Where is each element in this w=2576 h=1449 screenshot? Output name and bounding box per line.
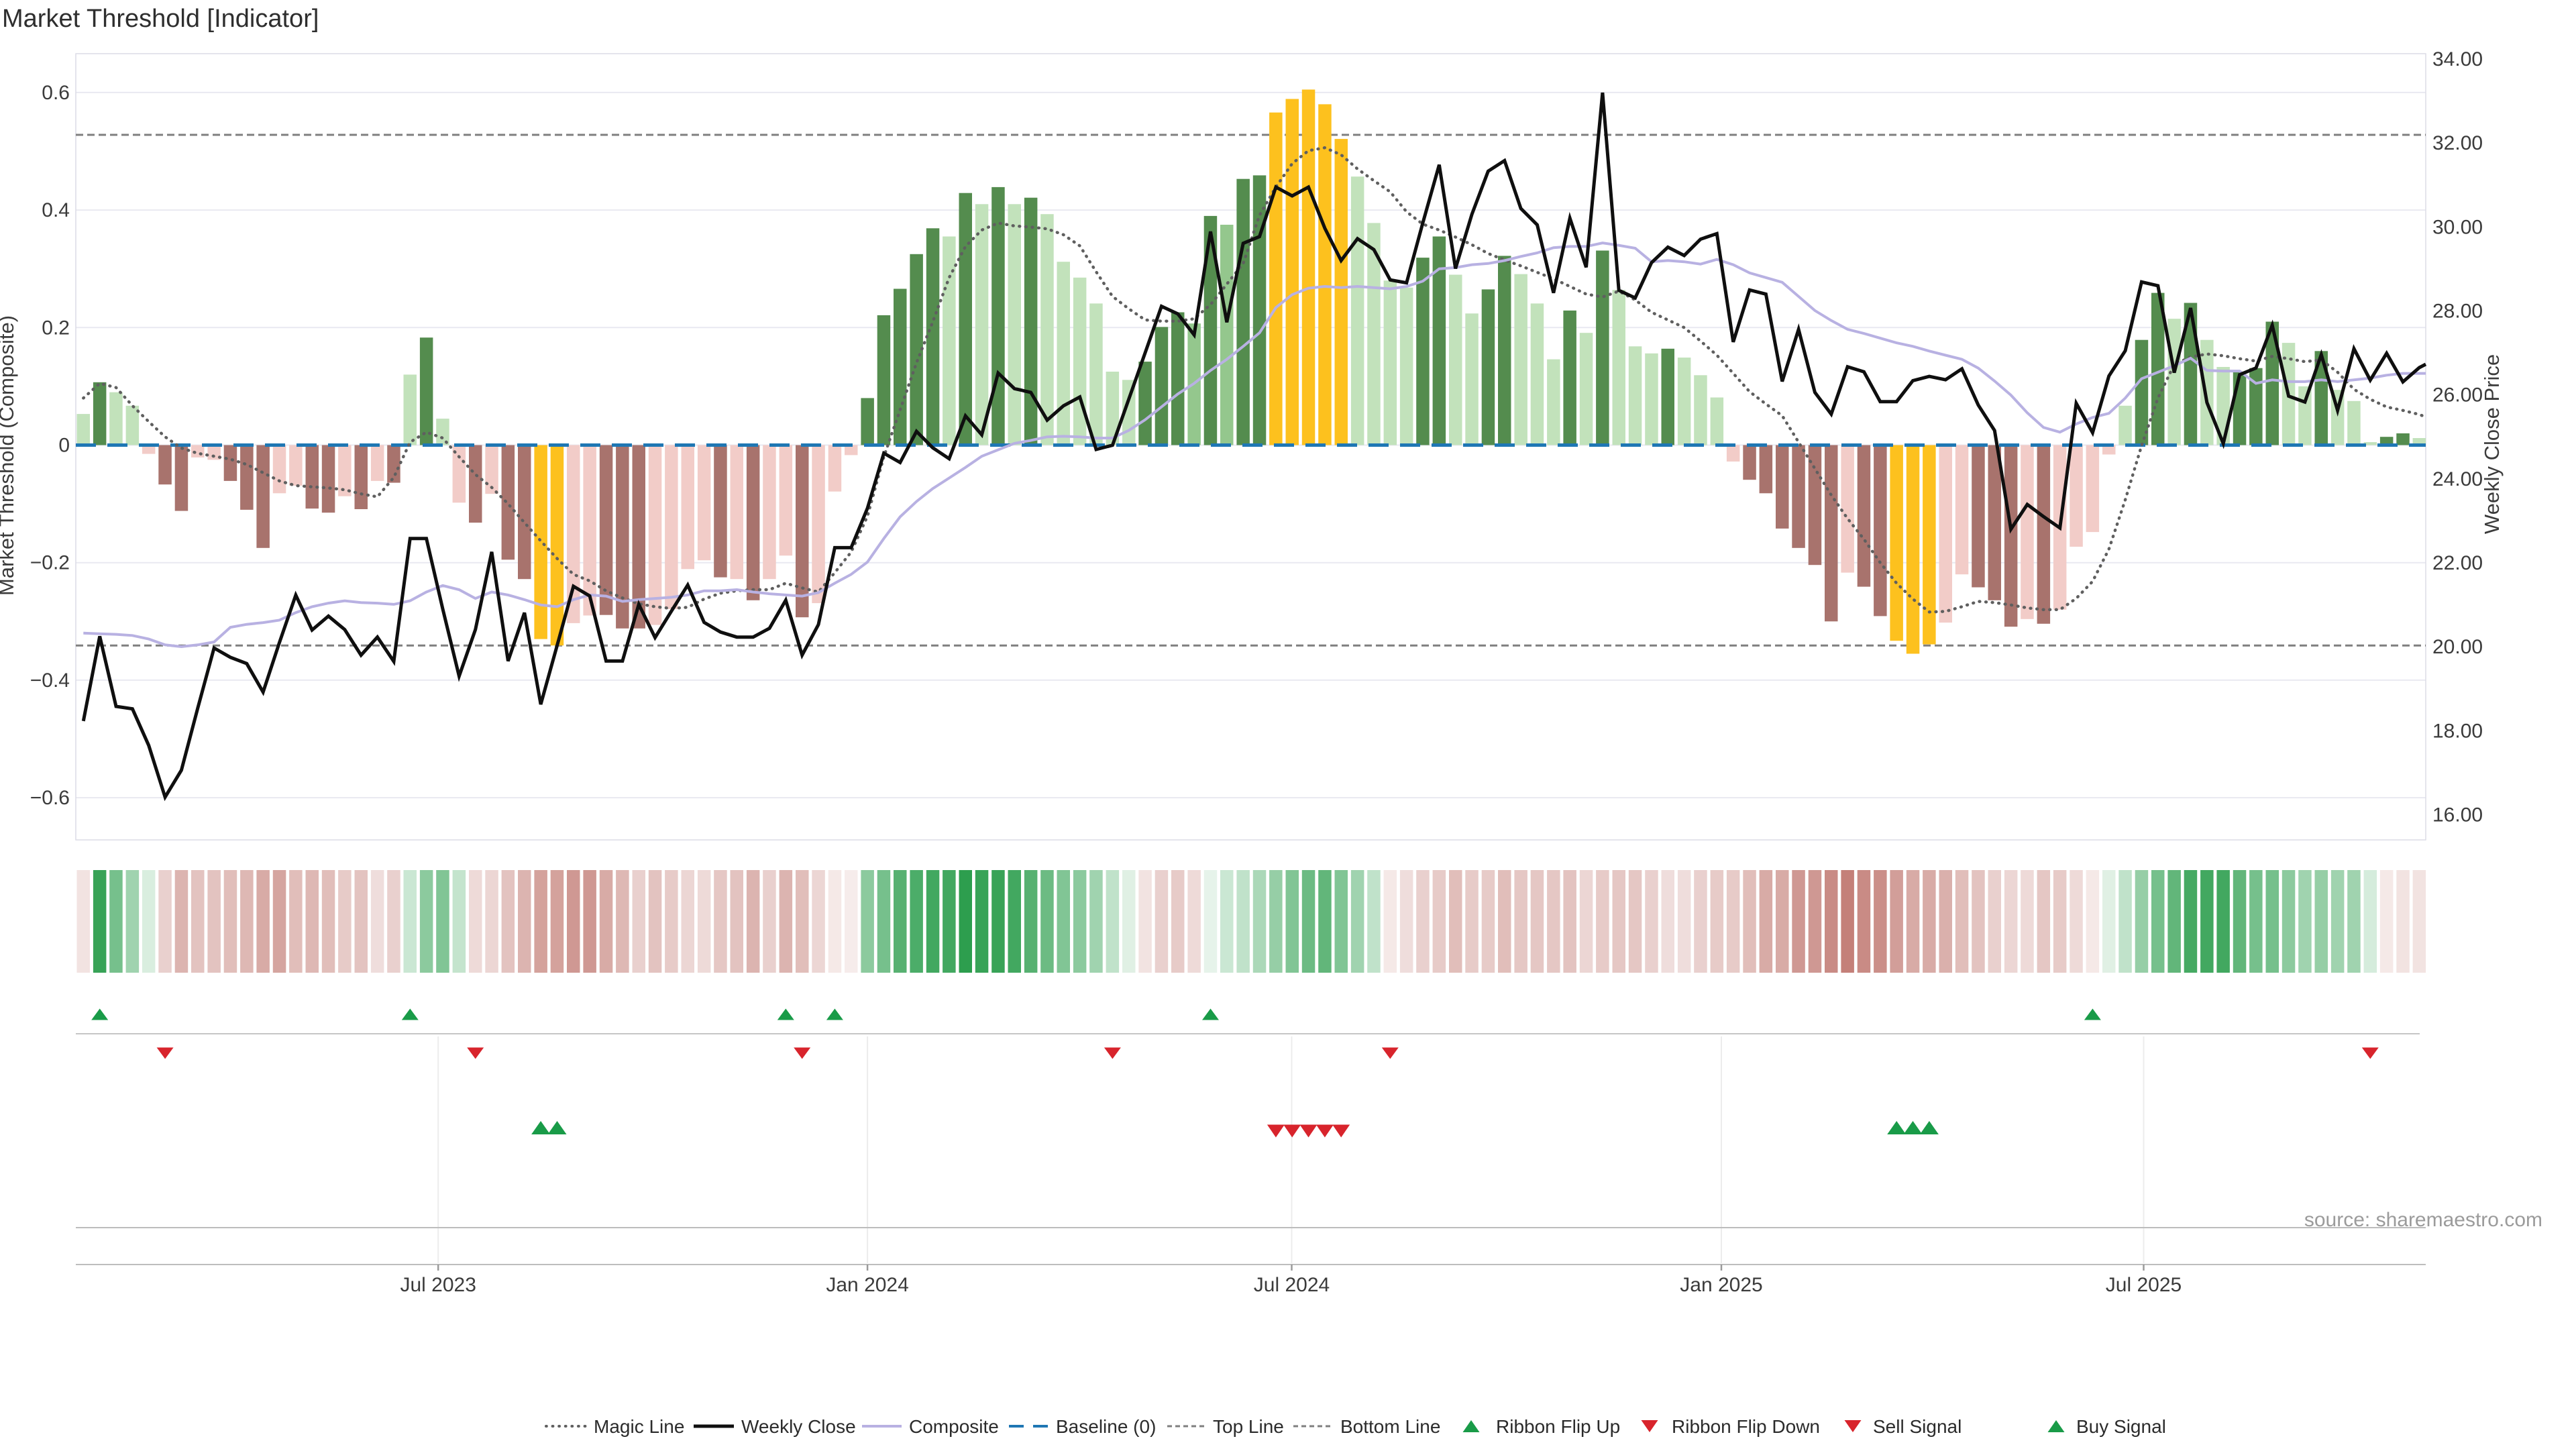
svg-text:0.4: 0.4 (42, 199, 70, 221)
svg-text:24.00: 24.00 (2432, 468, 2483, 490)
svg-text:Ribbon Flip Down: Ribbon Flip Down (1672, 1416, 1820, 1437)
svg-text:0.2: 0.2 (42, 317, 70, 339)
svg-text:0.6: 0.6 (42, 82, 70, 104)
svg-text:Jan 2024: Jan 2024 (826, 1274, 908, 1296)
svg-text:0: 0 (58, 435, 70, 457)
svg-text:Market Threshold [Indicator]: Market Threshold [Indicator] (2, 5, 319, 33)
svg-text:Jan 2025: Jan 2025 (1680, 1274, 1762, 1296)
svg-text:30.00: 30.00 (2432, 216, 2483, 238)
svg-text:Weekly Close: Weekly Close (741, 1416, 856, 1437)
svg-text:Buy Signal: Buy Signal (2076, 1416, 2166, 1437)
svg-text:Top Line: Top Line (1213, 1416, 1284, 1437)
svg-text:Weekly Close Price: Weekly Close Price (2480, 354, 2504, 534)
svg-text:34.00: 34.00 (2432, 48, 2483, 70)
svg-text:−0.4: −0.4 (30, 669, 70, 692)
svg-text:source: sharemaestro.com: source: sharemaestro.com (2304, 1209, 2542, 1231)
svg-text:Sell Signal: Sell Signal (1873, 1416, 1962, 1437)
svg-text:Magic Line: Magic Line (594, 1416, 684, 1437)
svg-text:26.00: 26.00 (2432, 384, 2483, 407)
svg-text:Composite: Composite (909, 1416, 999, 1437)
svg-text:18.00: 18.00 (2432, 720, 2483, 742)
svg-text:Bottom Line: Bottom Line (1340, 1416, 1440, 1437)
svg-text:Jul 2023: Jul 2023 (400, 1274, 476, 1296)
svg-text:−0.2: −0.2 (30, 552, 70, 574)
svg-text:Ribbon Flip Up: Ribbon Flip Up (1496, 1416, 1620, 1437)
svg-text:Baseline (0): Baseline (0) (1056, 1416, 1156, 1437)
svg-text:Jul 2024: Jul 2024 (1254, 1274, 1330, 1296)
svg-text:Market Threshold (Composite): Market Threshold (Composite) (0, 315, 18, 596)
svg-text:Jul 2025: Jul 2025 (2106, 1274, 2182, 1296)
svg-text:16.00: 16.00 (2432, 804, 2483, 826)
svg-text:22.00: 22.00 (2432, 552, 2483, 574)
svg-text:20.00: 20.00 (2432, 636, 2483, 658)
svg-text:−0.6: −0.6 (30, 787, 70, 809)
svg-text:28.00: 28.00 (2432, 301, 2483, 323)
svg-text:32.00: 32.00 (2432, 132, 2483, 154)
